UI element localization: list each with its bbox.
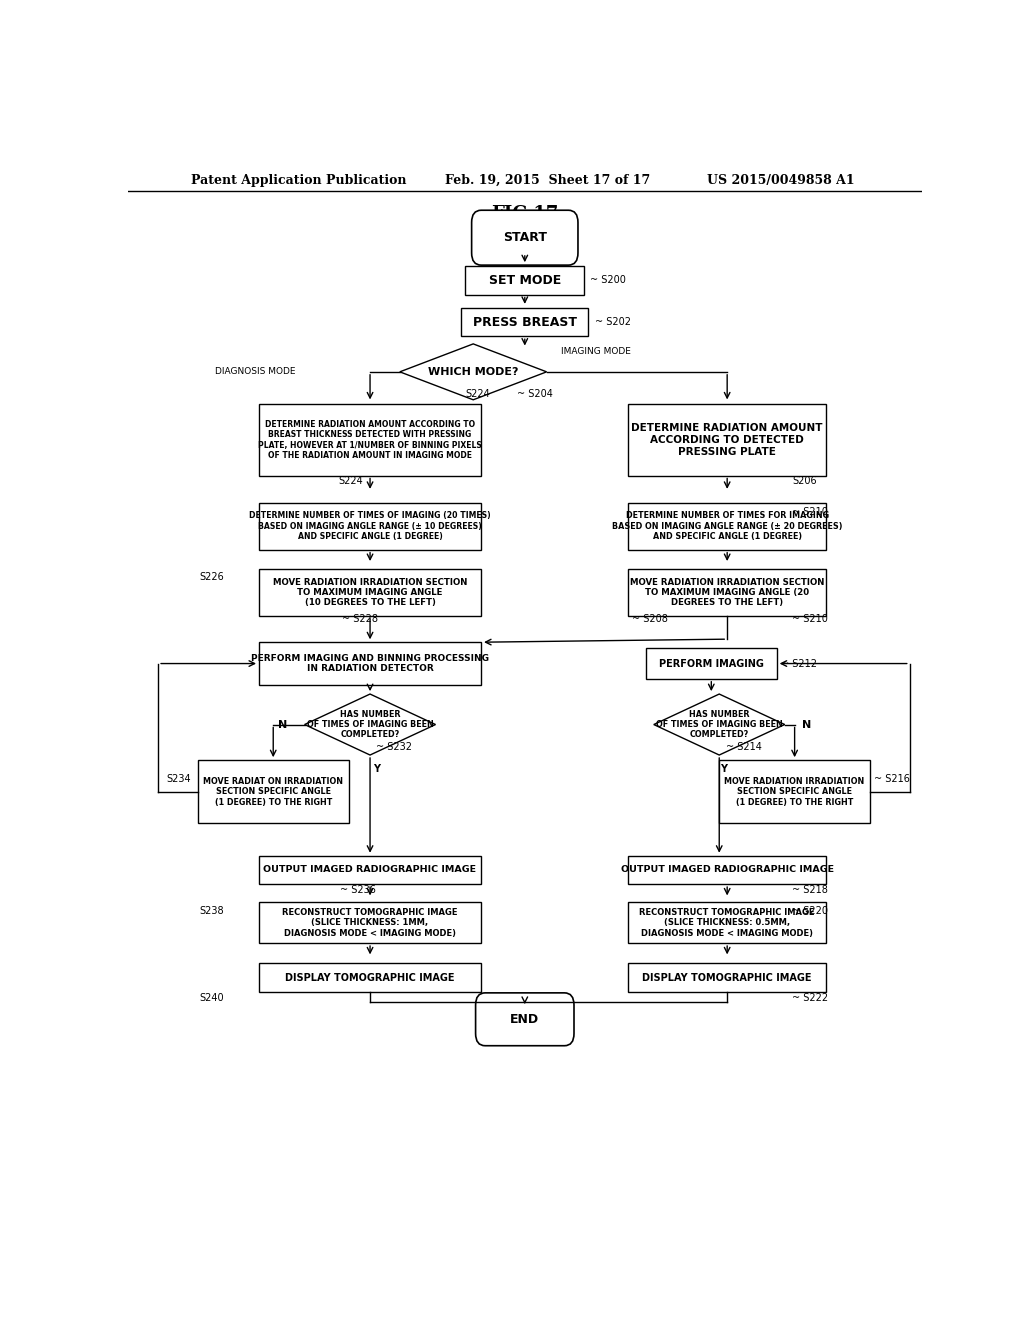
Text: ~ S216: ~ S216 — [873, 775, 910, 784]
Bar — [259, 643, 481, 685]
Text: DETERMINE RADIATION AMOUNT
ACCORDING TO DETECTED
PRESSING PLATE: DETERMINE RADIATION AMOUNT ACCORDING TO … — [632, 424, 823, 457]
FancyBboxPatch shape — [475, 993, 574, 1045]
Text: ~ S210: ~ S210 — [793, 614, 828, 624]
Text: US 2015/0049858 A1: US 2015/0049858 A1 — [708, 174, 855, 187]
Text: ~ S236: ~ S236 — [340, 886, 376, 895]
Text: ~ S208: ~ S208 — [632, 614, 668, 624]
Text: HAS NUMBER
OF TIMES OF IMAGING BEEN
COMPLETED?: HAS NUMBER OF TIMES OF IMAGING BEEN COMP… — [655, 710, 782, 739]
Bar — [465, 267, 585, 294]
Polygon shape — [653, 694, 784, 755]
Text: ~ S218: ~ S218 — [793, 886, 828, 895]
Text: IMAGING MODE: IMAGING MODE — [560, 347, 631, 356]
Text: WHICH MODE?: WHICH MODE? — [428, 367, 518, 376]
Text: ~ S222: ~ S222 — [793, 993, 828, 1003]
Text: DISPLAY TOMOGRAPHIC IMAGE: DISPLAY TOMOGRAPHIC IMAGE — [286, 973, 455, 982]
Text: DETERMINE NUMBER OF TIMES FOR IMAGING
BASED ON IMAGING ANGLE RANGE (± 20 DEGREES: DETERMINE NUMBER OF TIMES FOR IMAGING BA… — [612, 511, 843, 541]
Text: N: N — [802, 719, 812, 730]
Text: ~ S200: ~ S200 — [590, 276, 626, 285]
Text: END: END — [510, 1012, 540, 1026]
Text: PERFORM IMAGING AND BINNING PROCESSING
IN RADIATION DETECTOR: PERFORM IMAGING AND BINNING PROCESSING I… — [251, 653, 489, 673]
Text: RECONSTRUCT TOMOGRAPHIC IMAGE
(SLICE THICKNESS: 1MM,
DIAGNOSIS MODE < IMAGING MO: RECONSTRUCT TOMOGRAPHIC IMAGE (SLICE THI… — [283, 908, 458, 937]
Text: ~ S228: ~ S228 — [342, 614, 378, 624]
Bar — [628, 903, 826, 942]
Bar — [628, 404, 826, 475]
Text: Y: Y — [720, 764, 727, 775]
Bar — [259, 903, 481, 942]
Text: HAS NUMBER
OF TIMES OF IMAGING BEEN
COMPLETED?: HAS NUMBER OF TIMES OF IMAGING BEEN COMP… — [306, 710, 433, 739]
Text: FIG.17: FIG.17 — [492, 206, 558, 223]
Text: PERFORM IMAGING: PERFORM IMAGING — [658, 659, 764, 668]
Bar — [198, 760, 348, 824]
Text: S224: S224 — [465, 389, 490, 399]
Text: OUTPUT IMAGED RADIOGRAPHIC IMAGE: OUTPUT IMAGED RADIOGRAPHIC IMAGE — [621, 866, 834, 874]
Text: MOVE RADIAT ON IRRADIATION
SECTION SPECIFIC ANGLE
(1 DEGREE) TO THE RIGHT: MOVE RADIAT ON IRRADIATION SECTION SPECI… — [203, 776, 343, 807]
Text: MOVE RADIATION IRRADIATION SECTION
TO MAXIMUM IMAGING ANGLE
(10 DEGREES TO THE L: MOVE RADIATION IRRADIATION SECTION TO MA… — [272, 578, 467, 607]
FancyBboxPatch shape — [472, 210, 578, 265]
Text: PRESS BREAST: PRESS BREAST — [473, 315, 577, 329]
Text: RECONSTRUCT TOMOGRAPHIC IMAGE
(SLICE THICKNESS: 0.5MM,
DIAGNOSIS MODE < IMAGING : RECONSTRUCT TOMOGRAPHIC IMAGE (SLICE THI… — [639, 908, 815, 937]
Text: S240: S240 — [200, 993, 224, 1003]
Text: S226: S226 — [200, 572, 224, 582]
Polygon shape — [304, 694, 435, 755]
Bar — [646, 648, 777, 678]
Text: ~ S232: ~ S232 — [377, 742, 413, 752]
Text: Y: Y — [373, 764, 380, 775]
Text: SET MODE: SET MODE — [488, 273, 561, 286]
Text: ~ S202: ~ S202 — [595, 317, 631, 327]
Text: ~ S204: ~ S204 — [517, 389, 553, 399]
Text: DISPLAY TOMOGRAPHIC IMAGE: DISPLAY TOMOGRAPHIC IMAGE — [642, 973, 812, 982]
Text: S238: S238 — [200, 906, 224, 916]
Text: S206: S206 — [793, 475, 817, 486]
Bar — [628, 503, 826, 549]
Text: DETERMINE RADIATION AMOUNT ACCORDING TO
BREAST THICKNESS DETECTED WITH PRESSING
: DETERMINE RADIATION AMOUNT ACCORDING TO … — [258, 420, 482, 461]
Text: Patent Application Publication: Patent Application Publication — [191, 174, 407, 187]
Bar — [259, 503, 481, 549]
Text: DETERMINE NUMBER OF TIMES OF IMAGING (20 TIMES)
BASED ON IMAGING ANGLE RANGE (± : DETERMINE NUMBER OF TIMES OF IMAGING (20… — [249, 511, 490, 541]
Text: OUTPUT IMAGED RADIOGRAPHIC IMAGE: OUTPUT IMAGED RADIOGRAPHIC IMAGE — [263, 866, 476, 874]
Text: ~ S210: ~ S210 — [793, 507, 828, 517]
Text: ~ S214: ~ S214 — [726, 742, 762, 752]
Polygon shape — [399, 345, 547, 400]
Bar — [628, 569, 826, 616]
Text: DIAGNOSIS MODE: DIAGNOSIS MODE — [215, 367, 296, 376]
Text: S234: S234 — [166, 775, 190, 784]
Text: Feb. 19, 2015  Sheet 17 of 17: Feb. 19, 2015 Sheet 17 of 17 — [445, 174, 650, 187]
Text: N: N — [278, 719, 287, 730]
Text: ~ S212: ~ S212 — [780, 659, 817, 668]
Text: MOVE RADIATION IRRADIATION SECTION
TO MAXIMUM IMAGING ANGLE (20
DEGREES TO THE L: MOVE RADIATION IRRADIATION SECTION TO MA… — [630, 578, 824, 607]
Bar — [259, 855, 481, 884]
Text: MOVE RADIATION IRRADIATION
SECTION SPECIFIC ANGLE
(1 DEGREE) TO THE RIGHT: MOVE RADIATION IRRADIATION SECTION SPECI… — [725, 776, 864, 807]
Text: START: START — [503, 231, 547, 244]
Text: S224: S224 — [338, 475, 364, 486]
Bar — [719, 760, 870, 824]
Bar — [259, 404, 481, 475]
Bar — [259, 569, 481, 616]
Text: ~ S220: ~ S220 — [793, 906, 828, 916]
Bar — [628, 964, 826, 991]
Bar — [628, 855, 826, 884]
Bar — [461, 308, 588, 337]
Bar — [259, 964, 481, 991]
